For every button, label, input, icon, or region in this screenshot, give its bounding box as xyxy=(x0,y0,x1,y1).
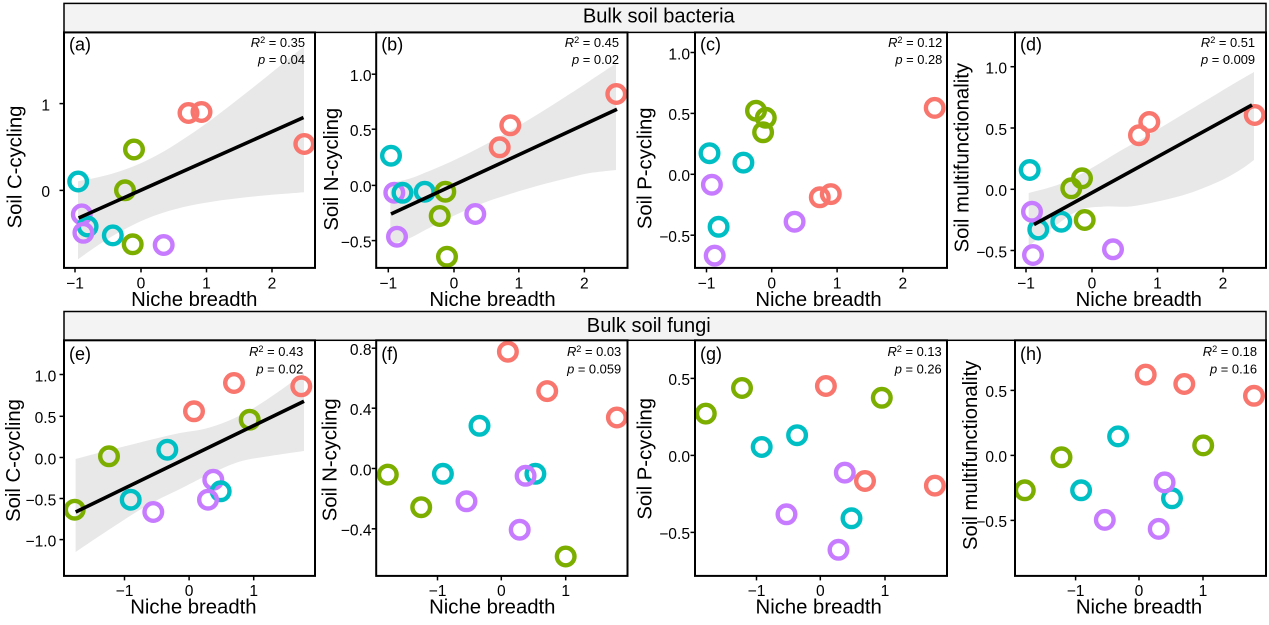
svg-text:−1: −1 xyxy=(379,275,397,292)
svg-text:(d): (d) xyxy=(1020,35,1042,55)
svg-text:1.0: 1.0 xyxy=(350,68,372,85)
svg-text:1: 1 xyxy=(202,275,211,292)
svg-text:(f): (f) xyxy=(381,344,398,364)
svg-text:2: 2 xyxy=(580,275,589,292)
svg-text:Soil C-cycling: Soil C-cycling xyxy=(4,106,26,229)
svg-text:0: 0 xyxy=(816,583,825,600)
svg-text:0: 0 xyxy=(1135,583,1144,600)
svg-text:p = 0.16: p = 0.16 xyxy=(1209,362,1257,377)
svg-text:0.0: 0.0 xyxy=(35,451,57,468)
svg-text:1.0: 1.0 xyxy=(985,61,1007,78)
svg-text:0.4: 0.4 xyxy=(350,402,372,419)
svg-text:1: 1 xyxy=(249,583,258,600)
svg-text:1: 1 xyxy=(1153,275,1162,292)
svg-text:−0.5: −0.5 xyxy=(659,229,690,246)
svg-text:R2 = 0.51: R2 = 0.51 xyxy=(1201,35,1255,50)
svg-text:1: 1 xyxy=(1199,583,1208,600)
svg-text:Niche breadth: Niche breadth xyxy=(130,596,256,618)
svg-text:1: 1 xyxy=(561,583,570,600)
svg-text:0.5: 0.5 xyxy=(350,123,372,140)
svg-text:Soil P-cycling: Soil P-cycling xyxy=(635,107,657,229)
svg-text:−1: −1 xyxy=(748,583,766,600)
svg-text:1.0: 1.0 xyxy=(668,46,690,63)
svg-text:−0.5: −0.5 xyxy=(976,514,1007,531)
svg-text:0.5: 0.5 xyxy=(668,372,690,389)
svg-text:R2 = 0.03: R2 = 0.03 xyxy=(567,344,621,359)
svg-text:−1: −1 xyxy=(116,583,134,600)
svg-text:−0.5: −0.5 xyxy=(976,244,1007,261)
svg-text:0.5: 0.5 xyxy=(985,384,1007,401)
svg-text:(g): (g) xyxy=(700,344,722,364)
svg-text:p = 0.04: p = 0.04 xyxy=(257,52,305,67)
svg-text:Niche breadth: Niche breadth xyxy=(429,289,555,311)
svg-text:0.0: 0.0 xyxy=(350,179,372,196)
svg-text:0.8: 0.8 xyxy=(350,342,372,359)
svg-text:0.5: 0.5 xyxy=(668,107,690,124)
svg-text:(a): (a) xyxy=(69,35,91,55)
svg-text:1: 1 xyxy=(881,583,890,600)
svg-text:2: 2 xyxy=(898,275,907,292)
svg-text:Bulk soil bacteria: Bulk soil bacteria xyxy=(583,5,736,27)
svg-text:p = 0.02: p = 0.02 xyxy=(255,362,303,377)
svg-text:0: 0 xyxy=(767,275,776,292)
svg-text:Niche breadth: Niche breadth xyxy=(755,289,881,311)
svg-text:−0.4: −0.4 xyxy=(341,523,372,540)
svg-text:1: 1 xyxy=(833,275,842,292)
svg-text:Soil N-cycling: Soil N-cycling xyxy=(320,398,342,521)
svg-text:R2 = 0.18: R2 = 0.18 xyxy=(1203,344,1257,359)
svg-text:1.0: 1.0 xyxy=(35,368,57,385)
svg-text:−0.5: −0.5 xyxy=(341,234,372,251)
svg-text:Niche breadth: Niche breadth xyxy=(131,289,257,311)
svg-text:Soil multifunctionality: Soil multifunctionality xyxy=(952,62,974,252)
svg-text:0.5: 0.5 xyxy=(985,122,1007,139)
svg-text:p = 0.28: p = 0.28 xyxy=(894,52,942,67)
svg-text:0.0: 0.0 xyxy=(985,449,1007,466)
svg-text:0: 0 xyxy=(497,583,506,600)
svg-text:Bulk soil fungi: Bulk soil fungi xyxy=(587,315,711,337)
svg-text:−1: −1 xyxy=(1017,275,1035,292)
svg-text:−1: −1 xyxy=(1067,583,1085,600)
svg-text:2: 2 xyxy=(268,275,277,292)
svg-text:0.0: 0.0 xyxy=(350,462,372,479)
svg-text:−0.5: −0.5 xyxy=(26,492,57,509)
svg-text:R2 = 0.35: R2 = 0.35 xyxy=(251,35,305,50)
svg-text:0: 0 xyxy=(41,184,50,201)
svg-text:p = 0.059: p = 0.059 xyxy=(566,362,621,377)
svg-text:p = 0.02: p = 0.02 xyxy=(571,52,619,67)
svg-text:0: 0 xyxy=(137,275,146,292)
svg-text:Niche breadth: Niche breadth xyxy=(1076,596,1202,618)
svg-text:0.5: 0.5 xyxy=(35,410,57,427)
svg-text:Soil N-cycling: Soil N-cycling xyxy=(321,108,343,231)
svg-text:(e): (e) xyxy=(69,344,91,364)
svg-text:p = 0.26: p = 0.26 xyxy=(894,362,942,377)
svg-text:1: 1 xyxy=(41,97,50,114)
svg-text:R2 = 0.12: R2 = 0.12 xyxy=(888,35,942,50)
svg-text:−1: −1 xyxy=(429,583,447,600)
svg-text:1: 1 xyxy=(514,275,523,292)
svg-text:−1.0: −1.0 xyxy=(26,533,57,550)
svg-text:Niche breadth: Niche breadth xyxy=(756,596,882,618)
svg-text:R2 = 0.43: R2 = 0.43 xyxy=(249,344,303,359)
svg-text:0: 0 xyxy=(1088,275,1097,292)
svg-text:−0.5: −0.5 xyxy=(659,526,690,543)
svg-text:(b): (b) xyxy=(381,35,403,55)
svg-text:(c): (c) xyxy=(700,35,721,55)
svg-text:0.0: 0.0 xyxy=(668,168,690,185)
svg-text:(h): (h) xyxy=(1020,344,1042,364)
svg-text:0: 0 xyxy=(450,275,459,292)
svg-text:Soil P-cycling: Soil P-cycling xyxy=(634,398,656,520)
svg-text:R2 = 0.45: R2 = 0.45 xyxy=(565,35,619,50)
svg-text:R2 = 0.13: R2 = 0.13 xyxy=(887,344,941,359)
svg-text:p = 0.009: p = 0.009 xyxy=(1200,52,1255,67)
svg-text:2: 2 xyxy=(1219,275,1228,292)
svg-text:Niche breadth: Niche breadth xyxy=(429,596,555,618)
svg-text:−1: −1 xyxy=(698,275,716,292)
svg-text:0.0: 0.0 xyxy=(668,449,690,466)
svg-text:−1: −1 xyxy=(66,275,84,292)
svg-text:Soil multifunctionality: Soil multifunctionality xyxy=(960,360,982,550)
svg-text:0.0: 0.0 xyxy=(985,183,1007,200)
svg-text:Soil C-cycling: Soil C-cycling xyxy=(3,399,25,522)
svg-text:Niche breadth: Niche breadth xyxy=(1076,289,1202,311)
svg-text:0: 0 xyxy=(185,583,194,600)
